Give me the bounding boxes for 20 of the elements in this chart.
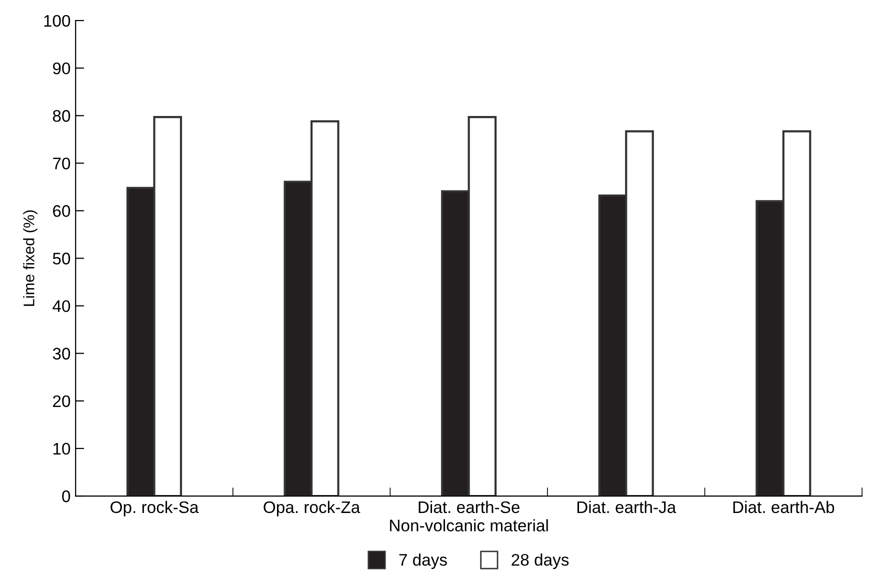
y-tick-label: 0 — [62, 490, 70, 502]
y-tick-label: 40 — [52, 300, 70, 312]
y-tick-label: 80 — [52, 110, 70, 122]
y-tick-label: 70 — [53, 158, 70, 170]
y-tick-label: 90 — [52, 62, 70, 74]
y-tick-label: 30 — [52, 348, 70, 360]
y-tick-label: 10 — [53, 442, 70, 455]
y-axis-title: Lime fixed (%) — [23, 210, 38, 306]
x-tick-label: Diat. earth-Se — [418, 500, 520, 514]
x-tick-label: Opa. rock-Za — [264, 500, 360, 516]
y-tick-label: 50 — [52, 252, 70, 264]
y-tick-label: 100 — [44, 14, 70, 27]
y-tick-label: 20 — [53, 395, 70, 408]
x-tick-label: Diat. earth-Ab — [733, 500, 834, 514]
x-tick-label: Diat. earth-Ja — [577, 500, 676, 514]
legend-label: 28 days — [512, 554, 569, 570]
y-tick-label: 60 — [53, 205, 70, 217]
x-axis-title: Non-volcanic material — [390, 519, 548, 532]
legend-label: 7 days — [399, 554, 447, 570]
x-tick-label: Op. rock-Sa — [110, 500, 199, 516]
